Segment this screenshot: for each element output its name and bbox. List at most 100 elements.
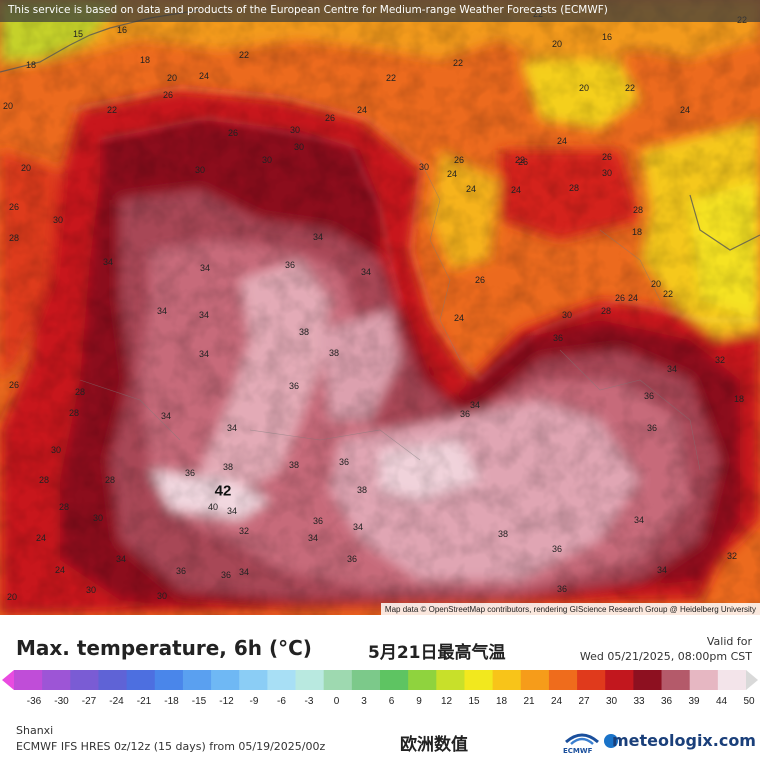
contour-value-label: 34 <box>160 411 172 421</box>
contour-value-label: 16 <box>116 25 128 35</box>
contour-value-label: 20 <box>6 592 18 602</box>
contour-value-label: 24 <box>453 313 465 323</box>
max-value-label: 42 <box>214 482 232 500</box>
scale-tick-label: 33 <box>633 696 645 707</box>
contour-value-label: 26 <box>8 202 20 212</box>
scale-tick-label: -12 <box>219 696 234 707</box>
scale-tick-label: 9 <box>416 696 422 707</box>
contour-value-label: 30 <box>194 165 206 175</box>
contour-value-label: 24 <box>627 293 639 303</box>
scale-tick-label: 50 <box>743 696 755 707</box>
temperature-map[interactable]: 1516181820242222222222201620222420222624… <box>0 0 760 615</box>
contour-value-label: 28 <box>68 408 80 418</box>
scale-segment <box>436 670 465 690</box>
contour-value-label: 36 <box>312 516 324 526</box>
contour-value-label: 30 <box>50 445 62 455</box>
contour-value-label: 16 <box>601 32 613 42</box>
scale-segment <box>464 670 494 690</box>
scale-tick-label: -27 <box>81 696 97 707</box>
contour-value-label: 34 <box>666 364 678 374</box>
scale-tick-label: 0 <box>333 696 340 707</box>
contour-value-label: 28 <box>632 205 644 215</box>
contour-value-label: 34 <box>226 423 238 433</box>
contour-value-label: 32 <box>238 526 250 536</box>
ecmwf-logo-icon <box>565 733 599 745</box>
contour-value-label: 34 <box>156 306 168 316</box>
contour-value-label: 24 <box>556 136 568 146</box>
ecmwf-logo-text: ECMWF <box>563 747 593 755</box>
contour-value-label: 30 <box>289 125 301 135</box>
scale-segment <box>492 670 522 690</box>
contour-value-label: 30 <box>261 155 273 165</box>
contour-value-label: 20 <box>166 73 178 83</box>
contour-value-label: 22 <box>624 83 636 93</box>
scale-segment <box>323 670 353 690</box>
scale-tick-label: -15 <box>191 696 207 707</box>
contour-value-label: 26 <box>453 155 465 165</box>
source-chinese: 欧洲数值 <box>400 735 468 755</box>
scale-tick-label: 15 <box>468 696 480 707</box>
contour-value-label: 36 <box>643 391 655 401</box>
contour-value-label: 30 <box>293 142 305 152</box>
scale-tick-label: -30 <box>54 696 69 707</box>
contour-value-label: 24 <box>35 533 47 543</box>
contour-value-label: 20 <box>551 39 563 49</box>
contour-value-label: 34 <box>102 257 114 267</box>
scale-segment <box>577 670 606 690</box>
contour-value-label: 38 <box>298 327 310 337</box>
scale-segment <box>633 670 663 690</box>
scale-segment <box>689 670 719 690</box>
contour-value-label: 34 <box>633 515 645 525</box>
contour-value-label: 26 <box>601 152 613 162</box>
color-scale-bar <box>2 670 758 690</box>
contour-value-label: 22 <box>238 50 250 60</box>
map-title-chinese: 5月21日最高气温 <box>368 643 506 663</box>
map-attribution[interactable]: Map data © OpenStreetMap contributors, r… <box>380 603 760 615</box>
contour-value-label: 34 <box>360 267 372 277</box>
scale-segment <box>520 670 550 690</box>
contour-value-label: 36 <box>551 544 563 554</box>
scale-tick-label: 39 <box>688 696 700 707</box>
scale-segment <box>717 670 747 690</box>
contour-value-label: 34 <box>469 400 481 410</box>
scale-segment <box>661 670 691 690</box>
contour-value-label: 34 <box>312 232 324 242</box>
contour-value-label: 28 <box>74 387 86 397</box>
scale-tick-label: 30 <box>605 696 618 707</box>
contour-value-label: 30 <box>601 168 613 178</box>
scale-segment <box>70 670 99 690</box>
scale-tick-label: 24 <box>550 696 563 707</box>
contour-value-label: 28 <box>600 306 612 316</box>
scale-segment <box>126 670 156 690</box>
contour-value-label: 38 <box>288 460 300 470</box>
scale-segment <box>211 670 240 690</box>
contour-value-label: 36 <box>175 566 187 576</box>
contour-value-label: 30 <box>92 513 104 523</box>
contour-value-label: 24 <box>54 565 66 575</box>
meteologix-brand-link[interactable]: meteologix.com <box>612 731 756 750</box>
scale-tick-label: -36 <box>26 696 42 707</box>
contour-value-label: 22 <box>385 73 397 83</box>
scale-segment <box>605 670 634 690</box>
scale-segment <box>380 670 409 690</box>
scale-segment <box>267 670 297 690</box>
contour-value-label: 26 <box>324 113 336 123</box>
contour-value-label: 18 <box>139 55 151 65</box>
contour-value-label: 36 <box>646 423 658 433</box>
contour-value-label: 15 <box>72 29 84 39</box>
contour-value-label: 22 <box>106 105 118 115</box>
contour-value-label: 24 <box>356 105 368 115</box>
contour-value-label: 36 <box>459 409 471 419</box>
scale-tick-label: 18 <box>495 696 508 707</box>
contour-value-label: 34 <box>198 310 210 320</box>
contour-value-label: 28 <box>568 183 580 193</box>
contour-value-label: 26 <box>162 90 174 100</box>
contour-value-label: 24 <box>446 169 458 179</box>
contour-value-label: 30 <box>85 585 97 595</box>
scale-segment <box>154 670 184 690</box>
contour-value-label: 22 <box>662 289 674 299</box>
contour-value-label: 36 <box>284 260 296 270</box>
scale-tick-label: -9 <box>249 696 259 707</box>
contour-value-label: 26 <box>227 128 239 138</box>
contour-value-label: 34 <box>115 554 127 564</box>
